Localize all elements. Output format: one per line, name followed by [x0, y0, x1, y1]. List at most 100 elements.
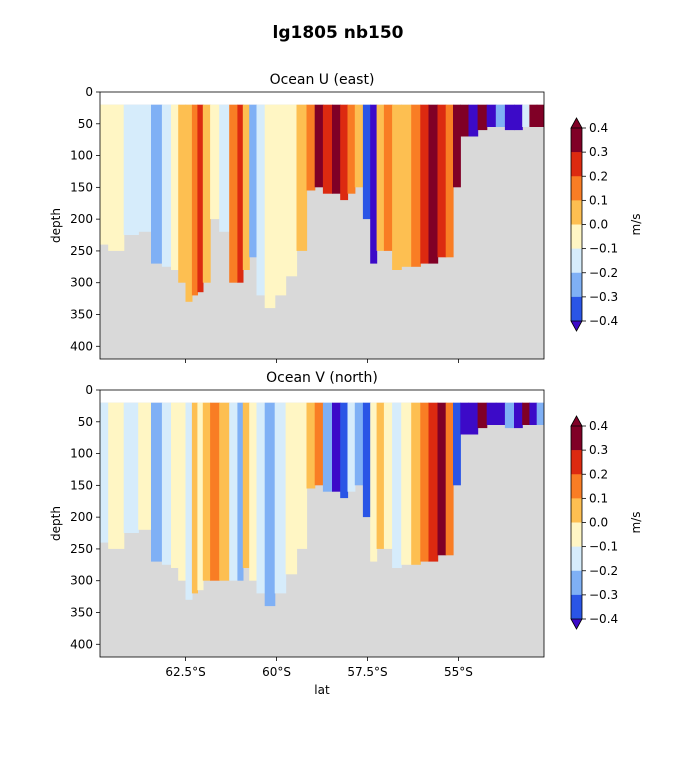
- colorbar-label: m/s: [629, 214, 643, 236]
- data-cell: [340, 104, 349, 201]
- data-cell: [445, 402, 454, 556]
- data-cell: [249, 402, 258, 581]
- y-tick-label: 300: [70, 276, 93, 290]
- colorbar-tick-label: 0.3: [589, 443, 608, 457]
- colorbar-band: [571, 224, 582, 249]
- colorbar-tick-label: −0.3: [589, 588, 618, 602]
- colorbar-tick-label: −0.2: [589, 266, 618, 280]
- y-tick-label: 250: [70, 244, 93, 258]
- data-cell: [347, 402, 356, 492]
- data-cell: [354, 104, 364, 188]
- data-cell: [504, 402, 515, 429]
- data-cell: [178, 402, 187, 581]
- y-tick-label: 200: [70, 212, 93, 226]
- data-cell: [477, 104, 488, 131]
- colorbar-extend-max: [570, 415, 583, 427]
- data-cell: [197, 104, 204, 293]
- colorbar: 0.4 0.3 0.2 0.1 0.0 −0.1 −0.2 −0.3 −0.4 m/s: [570, 117, 643, 332]
- colorbar-tick-label: −0.2: [589, 564, 618, 578]
- data-cell: [108, 402, 125, 549]
- data-cell: [514, 104, 523, 131]
- data-cell: [229, 402, 238, 581]
- colorbar-tick-label: 0.1: [589, 491, 608, 505]
- data-cell: [332, 104, 341, 194]
- data-cell: [437, 402, 447, 556]
- data-cell: [138, 402, 152, 530]
- data-cell: [296, 104, 308, 251]
- data-cell: [202, 104, 211, 283]
- colorbar-extend-max: [570, 117, 583, 129]
- data-cell: [514, 402, 523, 429]
- data-cell: [347, 104, 356, 194]
- colorbar-band: [571, 498, 582, 523]
- y-tick-label: 100: [70, 447, 93, 461]
- colorbar-band: [571, 248, 582, 274]
- data-cell: [171, 104, 179, 270]
- data-cell: [383, 402, 393, 549]
- data-cell: [522, 402, 531, 425]
- figure-title: lg1805 nb150: [273, 23, 404, 43]
- colorbar-tick-label: −0.1: [589, 242, 618, 256]
- colorbar-tick-label: −0.4: [589, 314, 618, 328]
- colorbar-tick-label: 0.2: [589, 467, 608, 481]
- data-cell: [229, 104, 238, 283]
- colorbar-band: [571, 152, 582, 177]
- data-cell: [306, 402, 316, 489]
- data-cell: [428, 104, 439, 264]
- data-cell: [460, 402, 470, 435]
- data-cell: [411, 402, 421, 565]
- panel-1: Ocean U (east) 0 50 100 150 200 250 300 350 400 de…: [49, 72, 643, 363]
- data-cell: [495, 402, 506, 425]
- data-cell: [108, 104, 125, 251]
- data-cell: [428, 402, 439, 562]
- data-cell: [376, 104, 385, 251]
- y-tick-label: 250: [70, 542, 93, 556]
- data-cell: [453, 402, 461, 486]
- data-cell: [202, 402, 211, 581]
- surface-layer: [100, 390, 544, 403]
- colorbar-tick-label: −0.1: [589, 540, 618, 554]
- colorbar-tick-label: 0.1: [589, 193, 608, 207]
- colorbar-band: [571, 594, 582, 620]
- y-tick-label: 0: [85, 85, 93, 99]
- data-cell: [161, 402, 172, 565]
- y-tick-label: 50: [78, 117, 93, 131]
- y-tick-label: 150: [70, 478, 93, 492]
- data-cell: [420, 402, 430, 562]
- data-cell: [285, 402, 298, 575]
- x-tick-label: 62.5°S: [165, 665, 205, 679]
- data-cell: [322, 104, 333, 194]
- data-cell: [237, 402, 244, 581]
- data-cell: [285, 104, 298, 277]
- data-cell: [314, 402, 324, 486]
- axes-frame: [99, 389, 545, 658]
- data-cell: [468, 402, 479, 435]
- data-cell: [536, 104, 544, 127]
- colorbar-band: [571, 474, 582, 499]
- colorbar-band: [571, 176, 582, 201]
- data-cell: [161, 104, 172, 267]
- y-tick-label: 400: [70, 339, 93, 353]
- data-cell: [210, 104, 220, 220]
- data-cell: [237, 104, 244, 283]
- data-cell: [138, 104, 152, 232]
- colorbar-tick-label: 0.4: [589, 121, 608, 135]
- data-cell: [123, 402, 139, 533]
- colorbar-extend-min: [570, 618, 583, 630]
- data-cell: [401, 104, 412, 267]
- colorbar-extend-min: [570, 320, 583, 332]
- data-cell: [392, 402, 402, 568]
- data-cell: [486, 104, 497, 127]
- colorbar-tick-label: 0.3: [589, 145, 608, 159]
- y-tick-label: 150: [70, 180, 93, 194]
- data-cell: [529, 104, 538, 127]
- colorbar-band: [571, 128, 582, 153]
- colorbar-tick-label: −0.4: [589, 612, 618, 626]
- data-cell: [445, 104, 454, 258]
- y-tick-label: 350: [70, 308, 93, 322]
- data-cell: [100, 402, 109, 543]
- data-cell: [185, 104, 193, 302]
- data-cell: [453, 104, 461, 188]
- data-cell: [185, 402, 193, 600]
- data-cell: [274, 402, 287, 594]
